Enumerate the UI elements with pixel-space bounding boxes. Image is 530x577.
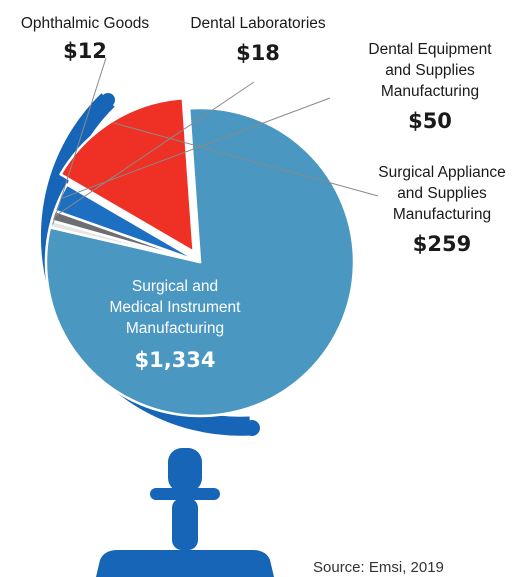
meridian-pivot-bottom [244,420,260,436]
meridian-pivot-top [101,93,115,107]
category-label-surgical-and-medical-instrument-manufacturing: Medical Instrument [110,299,242,316]
source-note: Source: Emsi, 2019 [313,559,444,576]
category-label-ophthalmic-goods: Ophthalmic Goods [21,15,150,32]
leader-line [113,122,379,197]
category-label-dental-laboratories: Dental Laboratories [190,15,326,32]
value-label-ophthalmic-goods: $12 [63,39,107,63]
leader-line [52,57,107,225]
globe-neck [168,448,202,492]
value-label-surgical-and-medical-instrument-manufacturing: $1,334 [134,348,215,372]
category-label-surgical-appliance-and-supplies-manufacturing: Surgical Appliance [378,164,506,181]
pie-slice-dental-equipment-and-supplies-manufacturing [53,183,202,264]
category-label-dental-equipment-and-supplies-manufacturing: Manufacturing [381,83,479,100]
pie-slices [44,96,356,418]
category-label-surgical-and-medical-instrument-manufacturing: Surgical and [132,278,218,295]
leader-line [61,97,331,199]
value-label-surgical-appliance-and-supplies-manufacturing: $259 [413,232,471,256]
category-label-surgical-and-medical-instrument-manufacturing: Manufacturing [126,320,224,337]
pie-labels: Ophthalmic Goods $12 Dental Laboratories $1… [21,15,506,372]
leader-lines [52,57,379,225]
category-label-dental-equipment-and-supplies-manufacturing: and Supplies [385,62,475,79]
globe-stem [172,498,198,550]
category-label-dental-equipment-and-supplies-manufacturing: Dental Equipment [368,41,492,58]
globe-collar [150,488,220,500]
value-label-dental-equipment-and-supplies-manufacturing: $50 [408,109,452,133]
category-label-surgical-appliance-and-supplies-manufacturing: Manufacturing [393,206,491,223]
pie-slice-surgical-appliance-and-supplies-manufacturing [59,96,195,254]
leader-line [54,81,255,217]
globe-base [96,550,274,577]
category-label-surgical-appliance-and-supplies-manufacturing: and Supplies [397,185,487,202]
value-label-dental-laboratories: $18 [236,41,280,65]
